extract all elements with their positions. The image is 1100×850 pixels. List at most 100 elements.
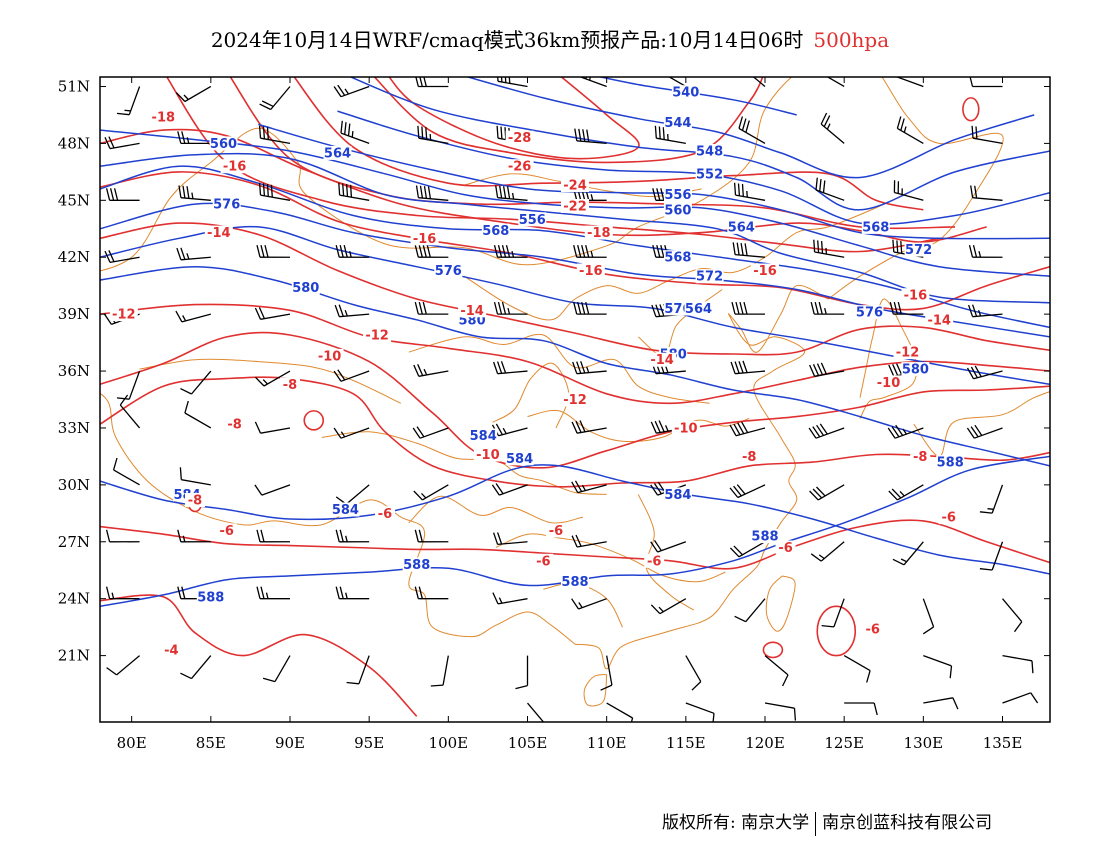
wind-barb-flag <box>346 681 359 685</box>
wind-barb-flag <box>430 684 444 687</box>
temperature-contour-label-bg <box>220 159 249 174</box>
wind-barb-half-flag <box>183 94 189 100</box>
boundary-line <box>859 298 917 419</box>
wind-barb-staff <box>820 541 845 562</box>
height-contour-label: 576 <box>213 198 240 213</box>
wind-barb-staff <box>923 654 952 667</box>
wind-barb-staff <box>180 197 211 201</box>
wind-barb <box>256 586 291 600</box>
wind-barb-flag <box>333 427 342 439</box>
wind-barb-half-flag <box>344 88 350 95</box>
wind-barb <box>334 304 370 318</box>
wind-barb <box>730 360 766 375</box>
wind-barb-flag <box>495 423 503 436</box>
wind-barb-flag <box>418 529 423 542</box>
wind-barb <box>571 420 607 434</box>
height-contour-label-bg <box>861 219 890 234</box>
wind-barb-half-flag <box>581 484 586 491</box>
wind-barb-flag <box>887 427 896 439</box>
wind-barb-staff <box>659 598 687 615</box>
wind-barb-flag <box>175 92 186 102</box>
temperature-contour-label: -14 <box>460 304 484 319</box>
wind-barb-flag <box>414 245 419 258</box>
temperature-contour <box>388 77 640 160</box>
height-contour-label: 580 <box>292 281 319 296</box>
wind-barb-half-flag <box>903 126 907 133</box>
x-tick-label: 100E <box>429 734 469 752</box>
wind-barb-staff <box>817 484 845 501</box>
temperature-contour-label-bg <box>109 307 138 322</box>
wind-barb-flag <box>571 598 580 610</box>
temperature-contour-label-bg <box>185 493 205 507</box>
x-tick-label: 95E <box>354 734 384 752</box>
wind-barb-half-flag <box>511 251 515 258</box>
wind-barb-flag <box>419 185 424 199</box>
wind-barb <box>892 541 924 566</box>
wind-barb-staff <box>826 77 845 88</box>
wind-barb-flag <box>422 245 427 258</box>
wind-barb-flag <box>108 136 115 149</box>
temperature-contour-label-bg <box>584 225 613 240</box>
temperature-contour-loop <box>816 605 857 657</box>
wind-barb <box>495 185 528 201</box>
wind-barb-flag <box>180 672 192 680</box>
wind-barb-staff <box>735 427 766 437</box>
wind-barb-flag <box>580 361 586 374</box>
wind-barb-staff <box>181 479 211 486</box>
wind-barb-staff <box>814 251 845 258</box>
wind-barb-staff <box>497 541 528 546</box>
wind-barb <box>652 245 686 258</box>
wind-barb-flag <box>662 127 665 140</box>
wind-barb <box>254 421 291 434</box>
wind-barb-staff <box>737 484 766 499</box>
wind-barb-staff <box>764 655 789 676</box>
wind-barb-flag <box>177 131 182 144</box>
wind-barb <box>177 529 211 543</box>
wind-barb-flag <box>891 426 900 438</box>
height-contour-label: 540 <box>672 86 699 101</box>
wind-barb-flag <box>333 370 342 382</box>
temperature-contour-label: -6 <box>536 554 550 569</box>
wind-barb-staff <box>833 598 845 628</box>
wind-barb-flag <box>654 125 657 139</box>
wind-barb-flag <box>338 304 344 317</box>
wind-barb-staff <box>128 86 141 115</box>
wind-barb <box>335 529 370 543</box>
height-contour-label-bg <box>695 269 724 284</box>
wind-barb <box>896 116 924 144</box>
wind-barb-staff <box>606 702 633 719</box>
wind-barb-flag <box>729 487 739 498</box>
temperature-contour-label: -8 <box>913 450 927 465</box>
wind-barb-flag <box>179 467 182 480</box>
wind-barb-half-flag <box>349 251 352 258</box>
wind-barb-flag <box>892 239 895 253</box>
wind-barb <box>414 586 449 600</box>
height-contour-label: 568 <box>664 251 691 266</box>
wind-barb-flag <box>970 185 974 198</box>
height-contour-label-bg <box>663 115 692 130</box>
wind-barb-flag <box>506 186 511 199</box>
wind-barb-flag <box>106 667 117 676</box>
wind-barb <box>810 541 845 562</box>
wind-barb-staff <box>422 484 449 501</box>
wind-barb-half-flag <box>191 192 194 199</box>
wind-barb-flag <box>731 301 736 315</box>
temperature-contour-label-bg <box>561 199 589 213</box>
wind-barb-staff <box>339 313 370 318</box>
height-contour-label-bg <box>695 166 724 181</box>
wind-barb <box>685 655 702 691</box>
wind-barb-flag <box>655 304 661 317</box>
wind-barb-flag <box>812 488 823 499</box>
wind-barb-flag <box>412 427 421 439</box>
wind-barb-flag <box>259 103 271 111</box>
wind-barb <box>333 84 370 98</box>
boundary-line <box>139 358 402 404</box>
wind-barb-half-flag <box>590 251 594 258</box>
wind-barb-flag <box>653 540 662 552</box>
wind-barb <box>178 185 211 201</box>
wind-barb-flag <box>581 301 586 315</box>
wind-barb-flag <box>574 480 583 492</box>
wind-barb-staff <box>972 313 1003 318</box>
wind-barb-staff <box>180 256 211 261</box>
wind-barb <box>809 484 845 501</box>
